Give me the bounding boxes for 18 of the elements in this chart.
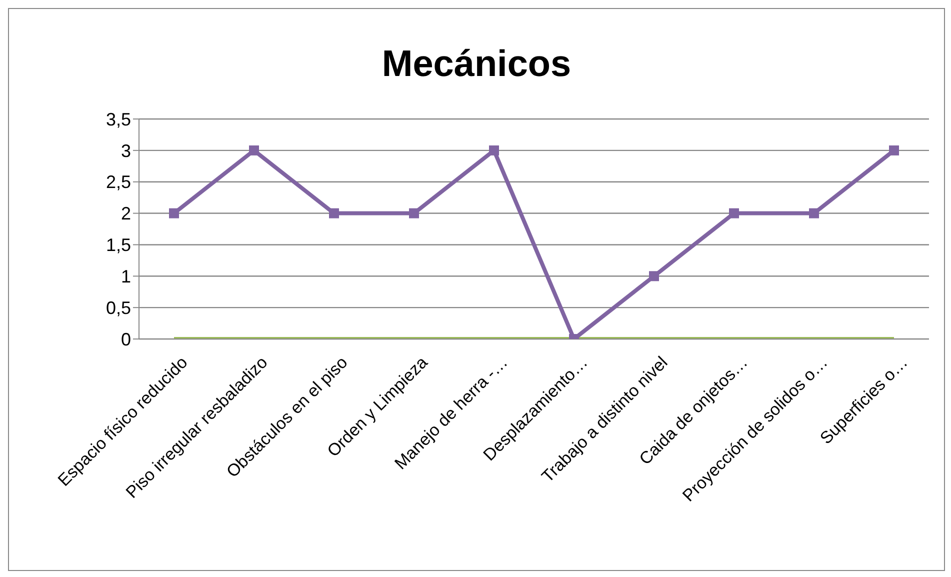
point xyxy=(329,208,339,218)
point xyxy=(169,208,179,218)
y-tick-label: 3 xyxy=(120,140,131,161)
y-tick-label: 1 xyxy=(120,266,131,287)
y-tick-label: 3,5 xyxy=(106,109,131,130)
y-tick-label: 2,5 xyxy=(106,172,131,192)
y-tick-label: 2 xyxy=(120,204,131,224)
y-tick-label: 0,5 xyxy=(106,298,131,318)
point xyxy=(809,208,819,218)
point xyxy=(489,145,499,156)
chart-title: Mecánicos xyxy=(380,43,572,85)
point xyxy=(249,145,259,156)
point xyxy=(649,271,659,282)
y-tick-label: 1,5 xyxy=(106,235,131,256)
point xyxy=(729,208,739,218)
point xyxy=(409,208,419,218)
point xyxy=(889,145,899,156)
y-tick-label: 0 xyxy=(120,329,131,350)
